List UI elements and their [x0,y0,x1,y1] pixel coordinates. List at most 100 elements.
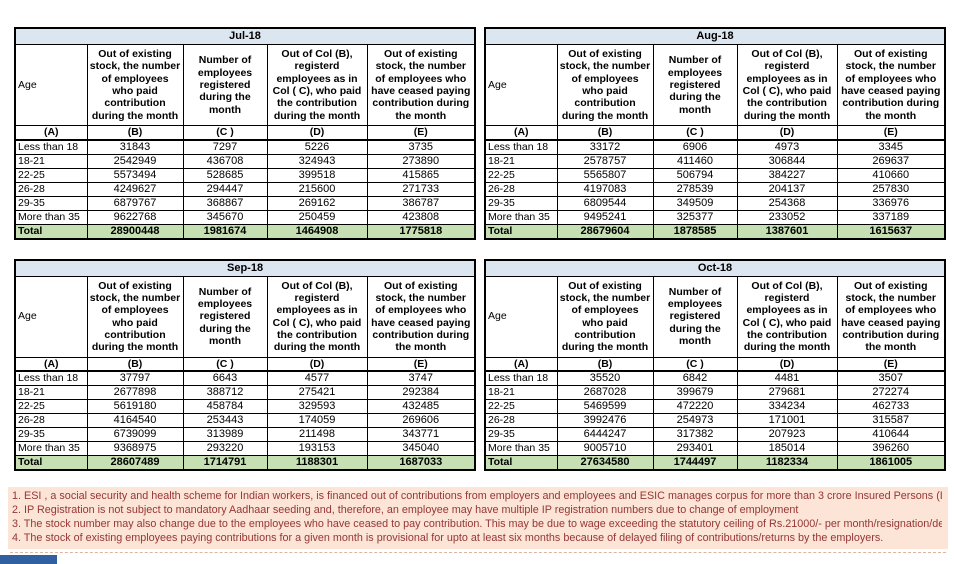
value-cell: 254368 [736,195,838,211]
value-cell: 193153 [266,441,368,457]
value-cell: 6739099 [86,427,184,443]
total-row: Total 27634580 1744497 1182334 1861005 [484,455,946,471]
value-cell: 336976 [836,195,946,211]
column-letter: (B) [86,356,184,373]
age-cell: 26-28 [14,181,88,197]
data-row: 29-35 6739099 313989 211498 343771 [14,427,476,443]
value-cell: 368867 [182,195,268,211]
age-cell: Total [14,223,88,240]
value-cell: 185014 [736,441,838,457]
data-row: More than 35 9622768 345670 250459 423808 [14,209,476,225]
data-row: 18-21 2578757 411460 306844 269637 [484,153,946,169]
data-row: Less than 18 31843 7297 5226 3735 [14,139,476,155]
value-cell: 250459 [266,209,368,225]
value-cell: 9368975 [86,441,184,457]
data-row: More than 35 9495241 325377 233052 337189 [484,209,946,225]
data-row: 26-28 4197083 278539 204137 257830 [484,181,946,197]
value-cell: 458784 [182,399,268,415]
month-title-row: Aug-18 [484,27,946,45]
column-header: Out of Col (B), registerd employees as i… [736,43,838,127]
value-cell: 6643 [182,370,268,387]
column-header: Age [484,275,558,358]
value-cell: 349509 [652,195,738,211]
footnotes-block: 1. ESI , a social security and health sc… [8,487,948,550]
column-letter: (A) [14,356,88,373]
data-row: 22-25 5469599 472220 334234 462733 [484,399,946,415]
value-cell: 5469599 [556,399,654,415]
data-row: 26-28 4249627 294447 215600 271733 [14,181,476,197]
month-title-row: Jul-18 [14,27,476,45]
value-cell: 386787 [366,195,476,211]
value-cell: 9005710 [556,441,654,457]
data-row: 22-25 5573494 528685 399518 415865 [14,167,476,183]
column-letter: (C ) [652,356,738,373]
value-cell: 4197083 [556,181,654,197]
report-table: Jul-18 Age Out of existing stock, the numb… [14,27,477,240]
column-header: Out of existing stock, the number of emp… [86,43,184,127]
value-cell: 1687033 [366,455,476,471]
value-cell: 432485 [366,399,476,415]
column-letter-row: (A) (B) (C ) (D) (E) [484,356,946,373]
data-row: 18-21 2687028 399679 279681 272274 [484,385,946,401]
data-row: 26-28 3992476 254973 171001 315587 [484,413,946,429]
value-cell: 6906 [652,139,738,155]
column-letter-row: (A) (B) (C ) (D) (E) [14,356,476,373]
value-cell: 384227 [736,167,838,183]
data-row: Less than 18 35520 6842 4481 3507 [484,370,946,387]
column-header-row: Age Out of existing stock, the number of … [14,275,476,358]
total-row: Total 28900448 1981674 1464908 1775818 [14,223,476,240]
value-cell: 5565807 [556,167,654,183]
column-header: Age [14,43,88,127]
report-table: Aug-18 Age Out of existing stock, the numb… [484,27,946,240]
value-cell: 317382 [652,427,738,443]
age-cell: 26-28 [484,181,558,197]
value-cell: 399679 [652,385,738,401]
value-cell: 528685 [182,167,268,183]
value-cell: 1188301 [266,455,368,471]
age-cell: 22-25 [14,167,88,183]
value-cell: 388712 [182,385,268,401]
value-cell: 2677898 [86,385,184,401]
value-cell: 5226 [266,139,368,155]
column-letter: (E) [836,356,946,373]
value-cell: 28679604 [556,223,654,240]
age-cell: 29-35 [14,427,88,443]
value-cell: 233052 [736,209,838,225]
value-cell: 4249627 [86,181,184,197]
value-cell: 1744497 [652,455,738,471]
column-header-row: Age Out of existing stock, the number of … [484,43,946,127]
column-letter: (A) [484,356,558,373]
value-cell: 1615637 [836,223,946,240]
total-row: Total 28607489 1714791 1188301 1687033 [14,455,476,471]
value-cell: 399518 [266,167,368,183]
value-cell: 4164540 [86,413,184,429]
month-table-aug-18: Aug-18 Age Out of existing stock, the numb… [484,27,946,240]
column-letter: (B) [556,125,654,141]
value-cell: 3345 [836,139,946,155]
value-cell: 1878585 [652,223,738,240]
column-letter: (D) [266,125,368,141]
value-cell: 3747 [366,370,476,387]
age-cell: Total [484,455,558,471]
footnote-1: 1. ESI , a social security and health sc… [12,490,942,503]
column-header: Out of existing stock, the number of emp… [366,43,476,127]
value-cell: 6842 [652,370,738,387]
age-cell: 22-25 [484,399,558,415]
value-cell: 329593 [266,399,368,415]
footnote-3: 3. The stock number may also change due … [12,517,942,530]
value-cell: 423808 [366,209,476,225]
column-header: Out of existing stock, the number of emp… [556,43,654,127]
value-cell: 411460 [652,153,738,169]
value-cell: 2687028 [556,385,654,401]
column-letter: (C ) [182,125,268,141]
column-header: Number of employees registered during th… [652,275,738,358]
data-row: Less than 18 37797 6643 4577 3747 [14,370,476,387]
column-header: Number of employees registered during th… [182,43,268,127]
value-cell: 35520 [556,370,654,387]
tables-row-top: Jul-18 Age Out of existing stock, the numb… [14,27,946,240]
value-cell: 396260 [836,441,946,457]
value-cell: 293220 [182,441,268,457]
value-cell: 6809544 [556,195,654,211]
value-cell: 6444247 [556,427,654,443]
age-cell: 22-25 [14,399,88,415]
